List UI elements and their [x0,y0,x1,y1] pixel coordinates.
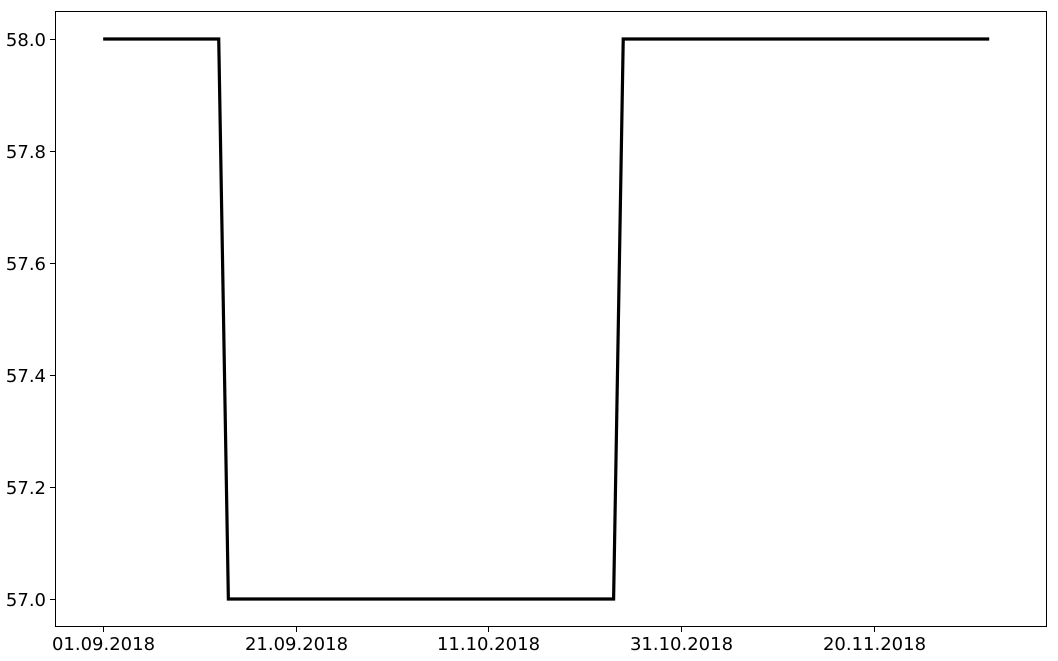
y-tick-label: 57.8 [6,142,46,163]
x-tick-label: 11.10.2018 [437,634,540,655]
y-tick-label: 57.0 [6,590,46,611]
x-tick-label: 01.09.2018 [52,634,155,655]
x-axis: 01.09.2018 21.09.2018 11.10.2018 31.10.2018… [52,627,926,655]
y-tick-label: 57.6 [6,254,46,275]
y-axis: 57.0 57.2 57.4 57.6 57.8 58.0 [6,30,55,611]
x-tick-label: 20.11.2018 [823,634,926,655]
plot-frame [55,11,1047,627]
x-tick-label: 31.10.2018 [630,634,733,655]
y-tick-label: 58.0 [6,30,46,51]
plot-background [55,11,1047,627]
series-line-0 [103,37,990,601]
y-tick-label: 57.4 [6,366,46,387]
x-tick-label: 21.09.2018 [245,634,348,655]
y-tick-label: 57.2 [6,478,46,499]
series-layer [103,37,990,601]
